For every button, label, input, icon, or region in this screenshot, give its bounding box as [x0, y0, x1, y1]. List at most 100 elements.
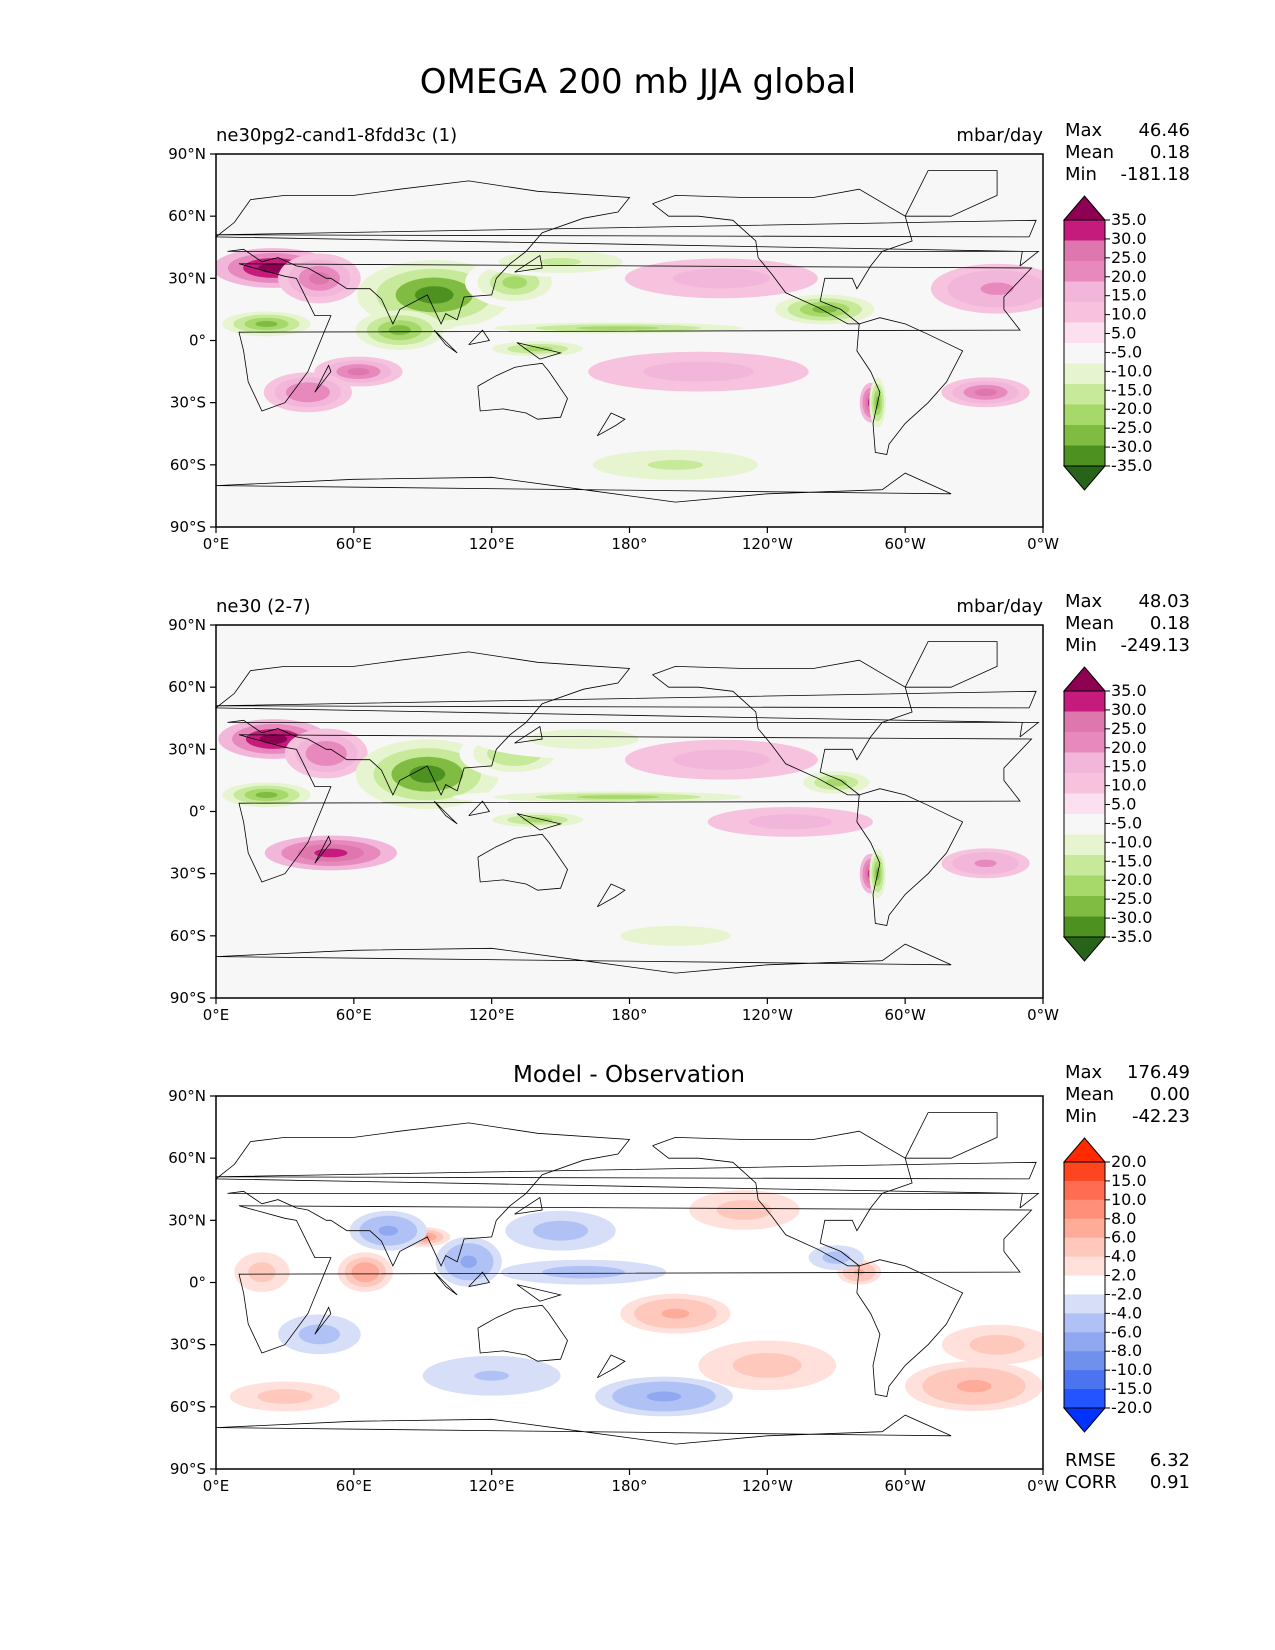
- colorbar-tick-label: -20.0: [1111, 870, 1152, 889]
- colorbar-max-arrow: [1062, 1137, 1107, 1163]
- colorbar-segment: [1064, 793, 1105, 815]
- colorbar-max-arrow: [1062, 195, 1107, 221]
- colorbar-tick-label: -2.0: [1111, 1284, 1142, 1303]
- colorbar-segment: [1064, 220, 1105, 241]
- coastline-path: [856, 1259, 964, 1397]
- coastline-path: [516, 813, 563, 831]
- colorbar-tick-label: 15.0: [1111, 757, 1147, 776]
- colorbar-segment: [1064, 1370, 1105, 1390]
- coastline-path: [596, 412, 626, 437]
- y-tick-label: 0°: [189, 332, 206, 350]
- axis-ticks: 0°E 60°E 120°E 180° 120°W 60°W 0°W 90°N 60°N 30°N…: [168, 145, 1059, 553]
- stat-max-label: Max: [1065, 1062, 1103, 1083]
- stat-rmse-label: RMSE: [1065, 1450, 1116, 1471]
- y-tick-label: 60°S: [170, 927, 206, 945]
- colorbar-tick-label: 35.0: [1111, 681, 1147, 700]
- coastline-path: [477, 833, 568, 891]
- coastline-path: [214, 1122, 1040, 1267]
- stat-corr-label: CORR: [1065, 1472, 1117, 1493]
- x-tick-label: 60°E: [336, 535, 372, 553]
- colorbar-tick-label: 20.0: [1111, 1152, 1147, 1171]
- coastline-path: [238, 1205, 1033, 1354]
- stat-max-value: 46.46: [1138, 120, 1190, 141]
- panel-model: ne30pg2-cand1-8fdd3c (1) mbar/day 0°E 60°…: [168, 120, 1190, 553]
- x-tick-label: 180°: [611, 535, 647, 553]
- colorbar-max-arrow: [1062, 666, 1107, 692]
- colorbar-tick-label: 5.0: [1111, 324, 1136, 343]
- field-contour: [347, 367, 370, 376]
- stat-max-value: 48.03: [1138, 591, 1190, 612]
- stat-min-value: -181.18: [1121, 164, 1190, 185]
- colorbar-tick-label: -15.0: [1111, 1379, 1152, 1398]
- colorbar-segment: [1064, 1180, 1105, 1201]
- field-contour: [358, 1267, 373, 1278]
- stat-max-label: Max: [1065, 591, 1103, 612]
- field-contour: [315, 747, 337, 760]
- colorbar-tick-label: -10.0: [1111, 361, 1152, 380]
- stat-rmse-value: 6.32: [1150, 1450, 1190, 1471]
- y-tick-label: 60°S: [170, 1398, 206, 1416]
- map-plot: [216, 154, 1043, 527]
- y-tick-label: 30°N: [168, 1211, 206, 1229]
- coastline-path: [514, 254, 543, 273]
- stat-mean-value: 0.18: [1150, 142, 1190, 163]
- x-tick-label: 120°W: [742, 535, 793, 553]
- colorbar-frame: [1063, 690, 1106, 938]
- coastline-path: [215, 1161, 1037, 1180]
- y-tick-label: 60°N: [168, 207, 206, 225]
- y-tick-label: 90°N: [168, 145, 206, 163]
- x-tick-label: 60°E: [336, 1006, 372, 1024]
- x-tick-label: 120°E: [469, 1477, 515, 1495]
- x-tick-label: 60°E: [336, 1477, 372, 1495]
- x-tick-label: 0°E: [203, 1006, 230, 1024]
- colorbar-segment: [1064, 1218, 1105, 1239]
- field-contour: [502, 276, 528, 289]
- colorbar-segment: [1064, 261, 1105, 282]
- colorbar-tick-label: 6.0: [1111, 1228, 1136, 1247]
- stat-mean-label: Mean: [1065, 142, 1114, 163]
- field-contour: [576, 326, 660, 330]
- colorbar-tick-label: 8.0: [1111, 1209, 1136, 1228]
- colorbar-segment: [1064, 896, 1105, 917]
- field-contour: [255, 791, 278, 799]
- colorbar-tick-label: -6.0: [1111, 1322, 1142, 1341]
- coastline-path: [433, 329, 458, 354]
- field-contour: [522, 346, 553, 352]
- colorbar-segment: [1064, 281, 1105, 303]
- coastline-path: [516, 1284, 563, 1302]
- coastline-path: [514, 725, 543, 744]
- colorbar-tick-label: -25.0: [1111, 889, 1152, 908]
- colorbar-tick-label: -15.0: [1111, 851, 1152, 870]
- field-contour: [769, 818, 811, 826]
- x-tick-label: 60°W: [884, 1006, 926, 1024]
- coastline-path: [214, 651, 1040, 796]
- coastline-path: [516, 342, 563, 360]
- colorbar-tick-label: -15.0: [1111, 380, 1152, 399]
- map-plot: [216, 625, 1043, 998]
- figure-title: OMEGA 200 mb JJA global: [420, 62, 856, 102]
- coastline-path: [596, 883, 626, 908]
- colorbar-min-arrow: [1062, 936, 1107, 962]
- field-contour: [309, 272, 330, 285]
- colorbar-tick-label: 4.0: [1111, 1247, 1136, 1266]
- field-contour: [646, 1391, 682, 1402]
- field-contour: [309, 1329, 330, 1340]
- field-contour: [539, 258, 582, 266]
- field-contour: [697, 754, 746, 765]
- field-contour: [647, 930, 704, 941]
- panel-title: ne30pg2-cand1-8fdd3c (1): [216, 125, 457, 146]
- field-contour: [697, 273, 746, 284]
- colorbar-segment: [1064, 240, 1105, 262]
- y-tick-label: 30°S: [170, 865, 206, 883]
- field-contour: [522, 817, 553, 823]
- coastline-path: [215, 1414, 952, 1445]
- colorbar-segment: [1064, 445, 1105, 467]
- colorbar-segment: [1064, 343, 1105, 364]
- colorbar-tick-label: 10.0: [1111, 1190, 1147, 1209]
- coastline-path: [652, 188, 913, 325]
- coastline-path: [468, 329, 491, 345]
- field-contour: [730, 1204, 759, 1215]
- x-tick-label: 0°W: [1027, 1477, 1059, 1495]
- axis-ticks: 0°E 60°E 120°E 180° 120°W 60°W 0°W 90°N 60°N 30°N…: [168, 1087, 1059, 1495]
